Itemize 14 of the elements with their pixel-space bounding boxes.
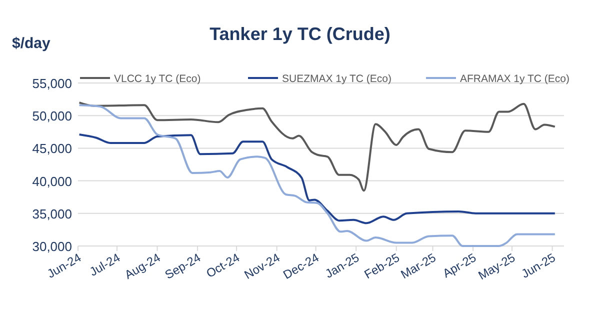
y-tick-label: 55,000 — [32, 76, 72, 91]
chart-title: Tanker 1y TC (Crude) — [210, 24, 390, 44]
line-series — [78, 102, 556, 192]
line-series — [78, 134, 556, 224]
legend-label: SUEZMAX 1y TC (Eco) — [282, 73, 392, 85]
y-tick-label: 40,000 — [32, 174, 72, 189]
y-tick-label: 35,000 — [32, 206, 72, 222]
line-series — [78, 104, 556, 247]
legend-label: AFRAMAX 1y TC (Eco) — [460, 73, 570, 85]
y-axis-title: $/day — [12, 35, 52, 52]
y-tick-label: 45,000 — [32, 141, 72, 156]
legend-label: VLCC 1y TC (Eco) — [114, 73, 201, 85]
y-tick-label: 50,000 — [32, 108, 72, 124]
y-tick-label: 30,000 — [32, 239, 72, 254]
